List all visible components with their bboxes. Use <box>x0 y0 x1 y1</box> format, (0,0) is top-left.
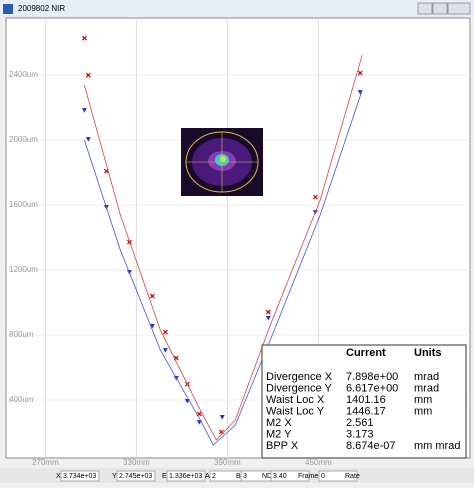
y-tick-label: 800um <box>9 330 34 339</box>
fit-line <box>84 90 363 446</box>
data-point <box>81 35 87 41</box>
data-point <box>162 348 168 353</box>
status-label: E <box>162 473 167 480</box>
table-cell: 1446.17 <box>346 405 386 417</box>
x-tick-label: 270mm <box>32 458 59 467</box>
data-point <box>149 324 155 329</box>
table-cell: Waist Loc X <box>266 394 325 406</box>
table-cell: BPP X <box>266 440 299 452</box>
status-value: 2.745e+03 <box>119 473 152 480</box>
table-cell: mm <box>414 405 432 417</box>
status-label: Y <box>112 473 117 480</box>
beam-image <box>181 128 263 196</box>
data-point <box>357 70 363 76</box>
status-label: Frame <box>298 473 318 480</box>
data-point <box>265 316 271 321</box>
data-point <box>149 293 155 299</box>
table-cell: mm mrad <box>414 440 460 452</box>
table-cell: 2.561 <box>346 417 374 429</box>
maximize-button[interactable] <box>432 2 448 15</box>
table-header: Current <box>346 347 386 359</box>
title-bar <box>0 0 474 18</box>
y-tick-label: 1200um <box>9 265 38 274</box>
table-cell: 8.674e-07 <box>346 440 396 452</box>
data-point <box>85 72 91 78</box>
minimize-button[interactable] <box>417 2 433 15</box>
status-field <box>166 470 206 482</box>
results-table <box>261 344 467 459</box>
data-point <box>162 329 168 335</box>
status-field <box>60 470 100 482</box>
y-tick-label: 2400um <box>9 70 38 79</box>
table-cell: 6.617e+00 <box>346 382 398 394</box>
fit-line <box>84 54 363 441</box>
data-point <box>85 137 91 142</box>
status-value: 2 <box>212 473 216 480</box>
table-cell: 1401.16 <box>346 394 386 406</box>
table-cell: M2 X <box>266 417 292 429</box>
app-icon <box>3 4 13 14</box>
status-label: Rate <box>345 473 360 480</box>
status-field <box>116 470 156 482</box>
table-cell: mrad <box>414 371 439 383</box>
close-button[interactable] <box>447 2 471 15</box>
table-cell: Divergence Y <box>266 382 332 394</box>
status-value: 3.734e+03 <box>63 473 96 480</box>
table-cell: 7.898e+00 <box>346 371 398 383</box>
status-label: X <box>56 473 61 480</box>
data-point <box>265 309 271 315</box>
x-tick-label: 330mm <box>123 458 150 467</box>
status-label: A <box>205 473 210 480</box>
status-value: 0 <box>321 473 325 480</box>
table-cell: Divergence X <box>266 371 333 383</box>
y-tick-label: 1600um <box>9 200 38 209</box>
table-cell: Waist Loc Y <box>266 405 325 417</box>
table-cell: M2 Y <box>266 428 292 440</box>
status-value: 3.40 <box>273 473 287 480</box>
status-label: B <box>236 473 241 480</box>
status-field <box>318 470 358 482</box>
data-point <box>219 415 225 420</box>
status-value: 3 <box>243 473 247 480</box>
window-title: 2009802 NIR <box>18 4 65 13</box>
data-point <box>312 194 318 200</box>
x-tick-label: 390mm <box>214 458 241 467</box>
results-table-body: Current Units Divergence X 7.898e+00 mrad Div… <box>266 347 460 452</box>
table-cell: 3.173 <box>346 428 374 440</box>
status-field <box>270 470 310 482</box>
table-header: Units <box>414 347 442 359</box>
status-value: 1.336e+03 <box>169 473 202 480</box>
table-cell: mm <box>414 394 432 406</box>
data-point <box>81 108 87 113</box>
status-fields: X 3.734e+03 Y 2.745e+03 E 1.336e+03 A 2 B 3 ND 3.40… <box>56 470 360 482</box>
y-tick-label: 2000um <box>9 135 38 144</box>
status-label: ND <box>262 473 272 480</box>
x-tick-label: 450mm <box>305 458 332 467</box>
y-tick-label: 400um <box>9 395 34 404</box>
table-cell: mrad <box>414 382 439 394</box>
